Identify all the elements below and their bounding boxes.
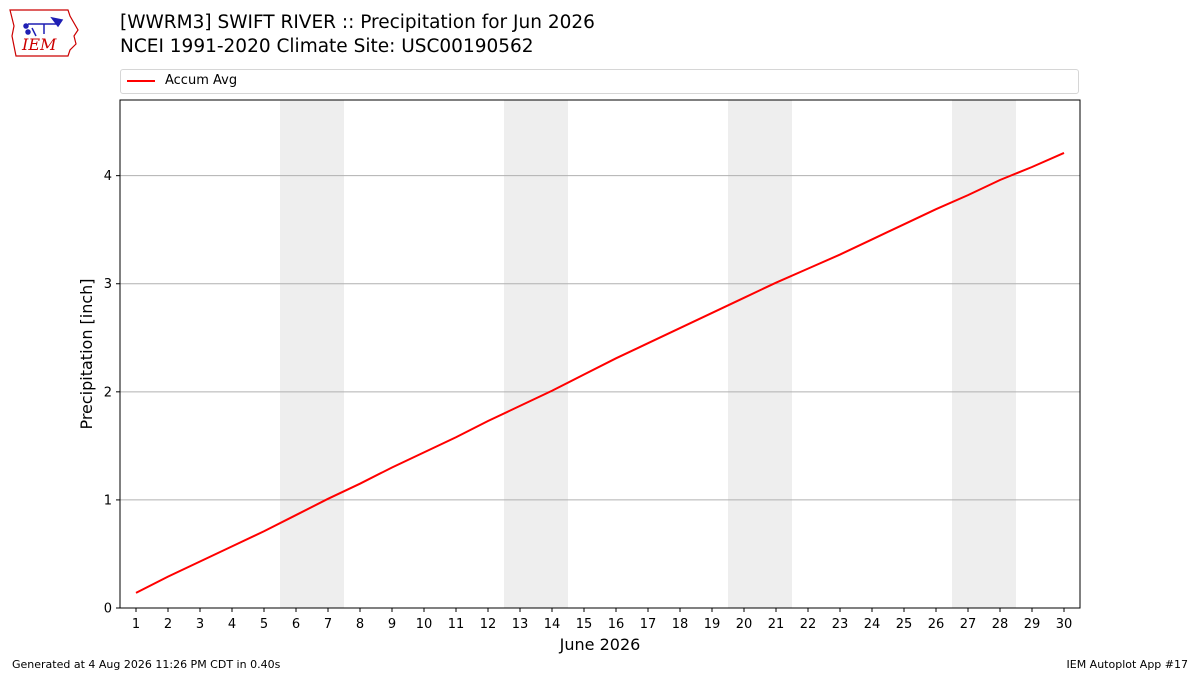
x-tick-label: 28 (992, 617, 1009, 632)
iem-logo: IEM (8, 6, 80, 62)
x-tick-label: 7 (324, 617, 332, 632)
x-tick-label: 3 (196, 617, 204, 632)
weekend-band (952, 100, 1016, 608)
x-tick-label: 29 (1024, 617, 1041, 632)
x-tick-label: 14 (544, 617, 561, 632)
x-tick-label: 18 (672, 617, 689, 632)
footer-app: IEM Autoplot App #17 (1066, 658, 1189, 671)
y-tick-label: 4 (104, 169, 112, 184)
x-tick-label: 9 (388, 617, 396, 632)
plot-frame (119, 99, 1081, 609)
x-tick-label: 30 (1056, 617, 1073, 632)
y-tick-label: 0 (104, 602, 112, 617)
chart-subtitle: NCEI 1991-2020 Climate Site: USC00190562 (120, 36, 534, 57)
weekend-band (504, 100, 568, 608)
x-tick-label: 12 (480, 617, 497, 632)
x-tick-label: 25 (896, 617, 913, 632)
x-tick-label: 4 (228, 617, 236, 632)
y-tick-label: 1 (104, 493, 112, 508)
legend: Accum Avg (120, 69, 1079, 94)
legend-label: Accum Avg (165, 73, 238, 88)
x-tick-label: 26 (928, 617, 945, 632)
x-tick-label: 22 (800, 617, 817, 632)
x-tick-label: 2 (164, 617, 172, 632)
weekend-band (728, 100, 792, 608)
x-tick-label: 10 (416, 617, 433, 632)
series-line-accum-avg (135, 152, 1065, 594)
x-tick-label: 13 (512, 617, 529, 632)
x-axis-label: June 2026 (559, 635, 641, 654)
x-tick-label: 27 (960, 617, 977, 632)
x-tick-label: 20 (736, 617, 753, 632)
footer-generated: Generated at 4 Aug 2026 11:26 PM CDT in … (12, 658, 281, 671)
x-tick-label: 1 (132, 617, 140, 632)
x-tick-label: 16 (608, 617, 625, 632)
x-tick-label: 8 (356, 617, 364, 632)
x-tick-label: 15 (576, 617, 593, 632)
y-tick-label: 2 (104, 385, 112, 400)
x-tick-label: 19 (704, 617, 721, 632)
x-tick-label: 5 (260, 617, 268, 632)
chart-title: [WWRM3] SWIFT RIVER :: Precipitation for… (120, 12, 595, 33)
y-axis-label: Precipitation [inch] (77, 278, 96, 429)
y-tick-label: 3 (104, 277, 112, 292)
x-tick-label: 24 (864, 617, 881, 632)
x-tick-label: 23 (832, 617, 849, 632)
x-tick-label: 17 (640, 617, 657, 632)
x-tick-label: 11 (448, 617, 465, 632)
x-tick-label: 21 (768, 617, 785, 632)
weekend-band (280, 100, 344, 608)
legend-swatch (127, 80, 155, 82)
x-tick-label: 6 (292, 617, 300, 632)
logo-text: IEM (21, 35, 57, 54)
